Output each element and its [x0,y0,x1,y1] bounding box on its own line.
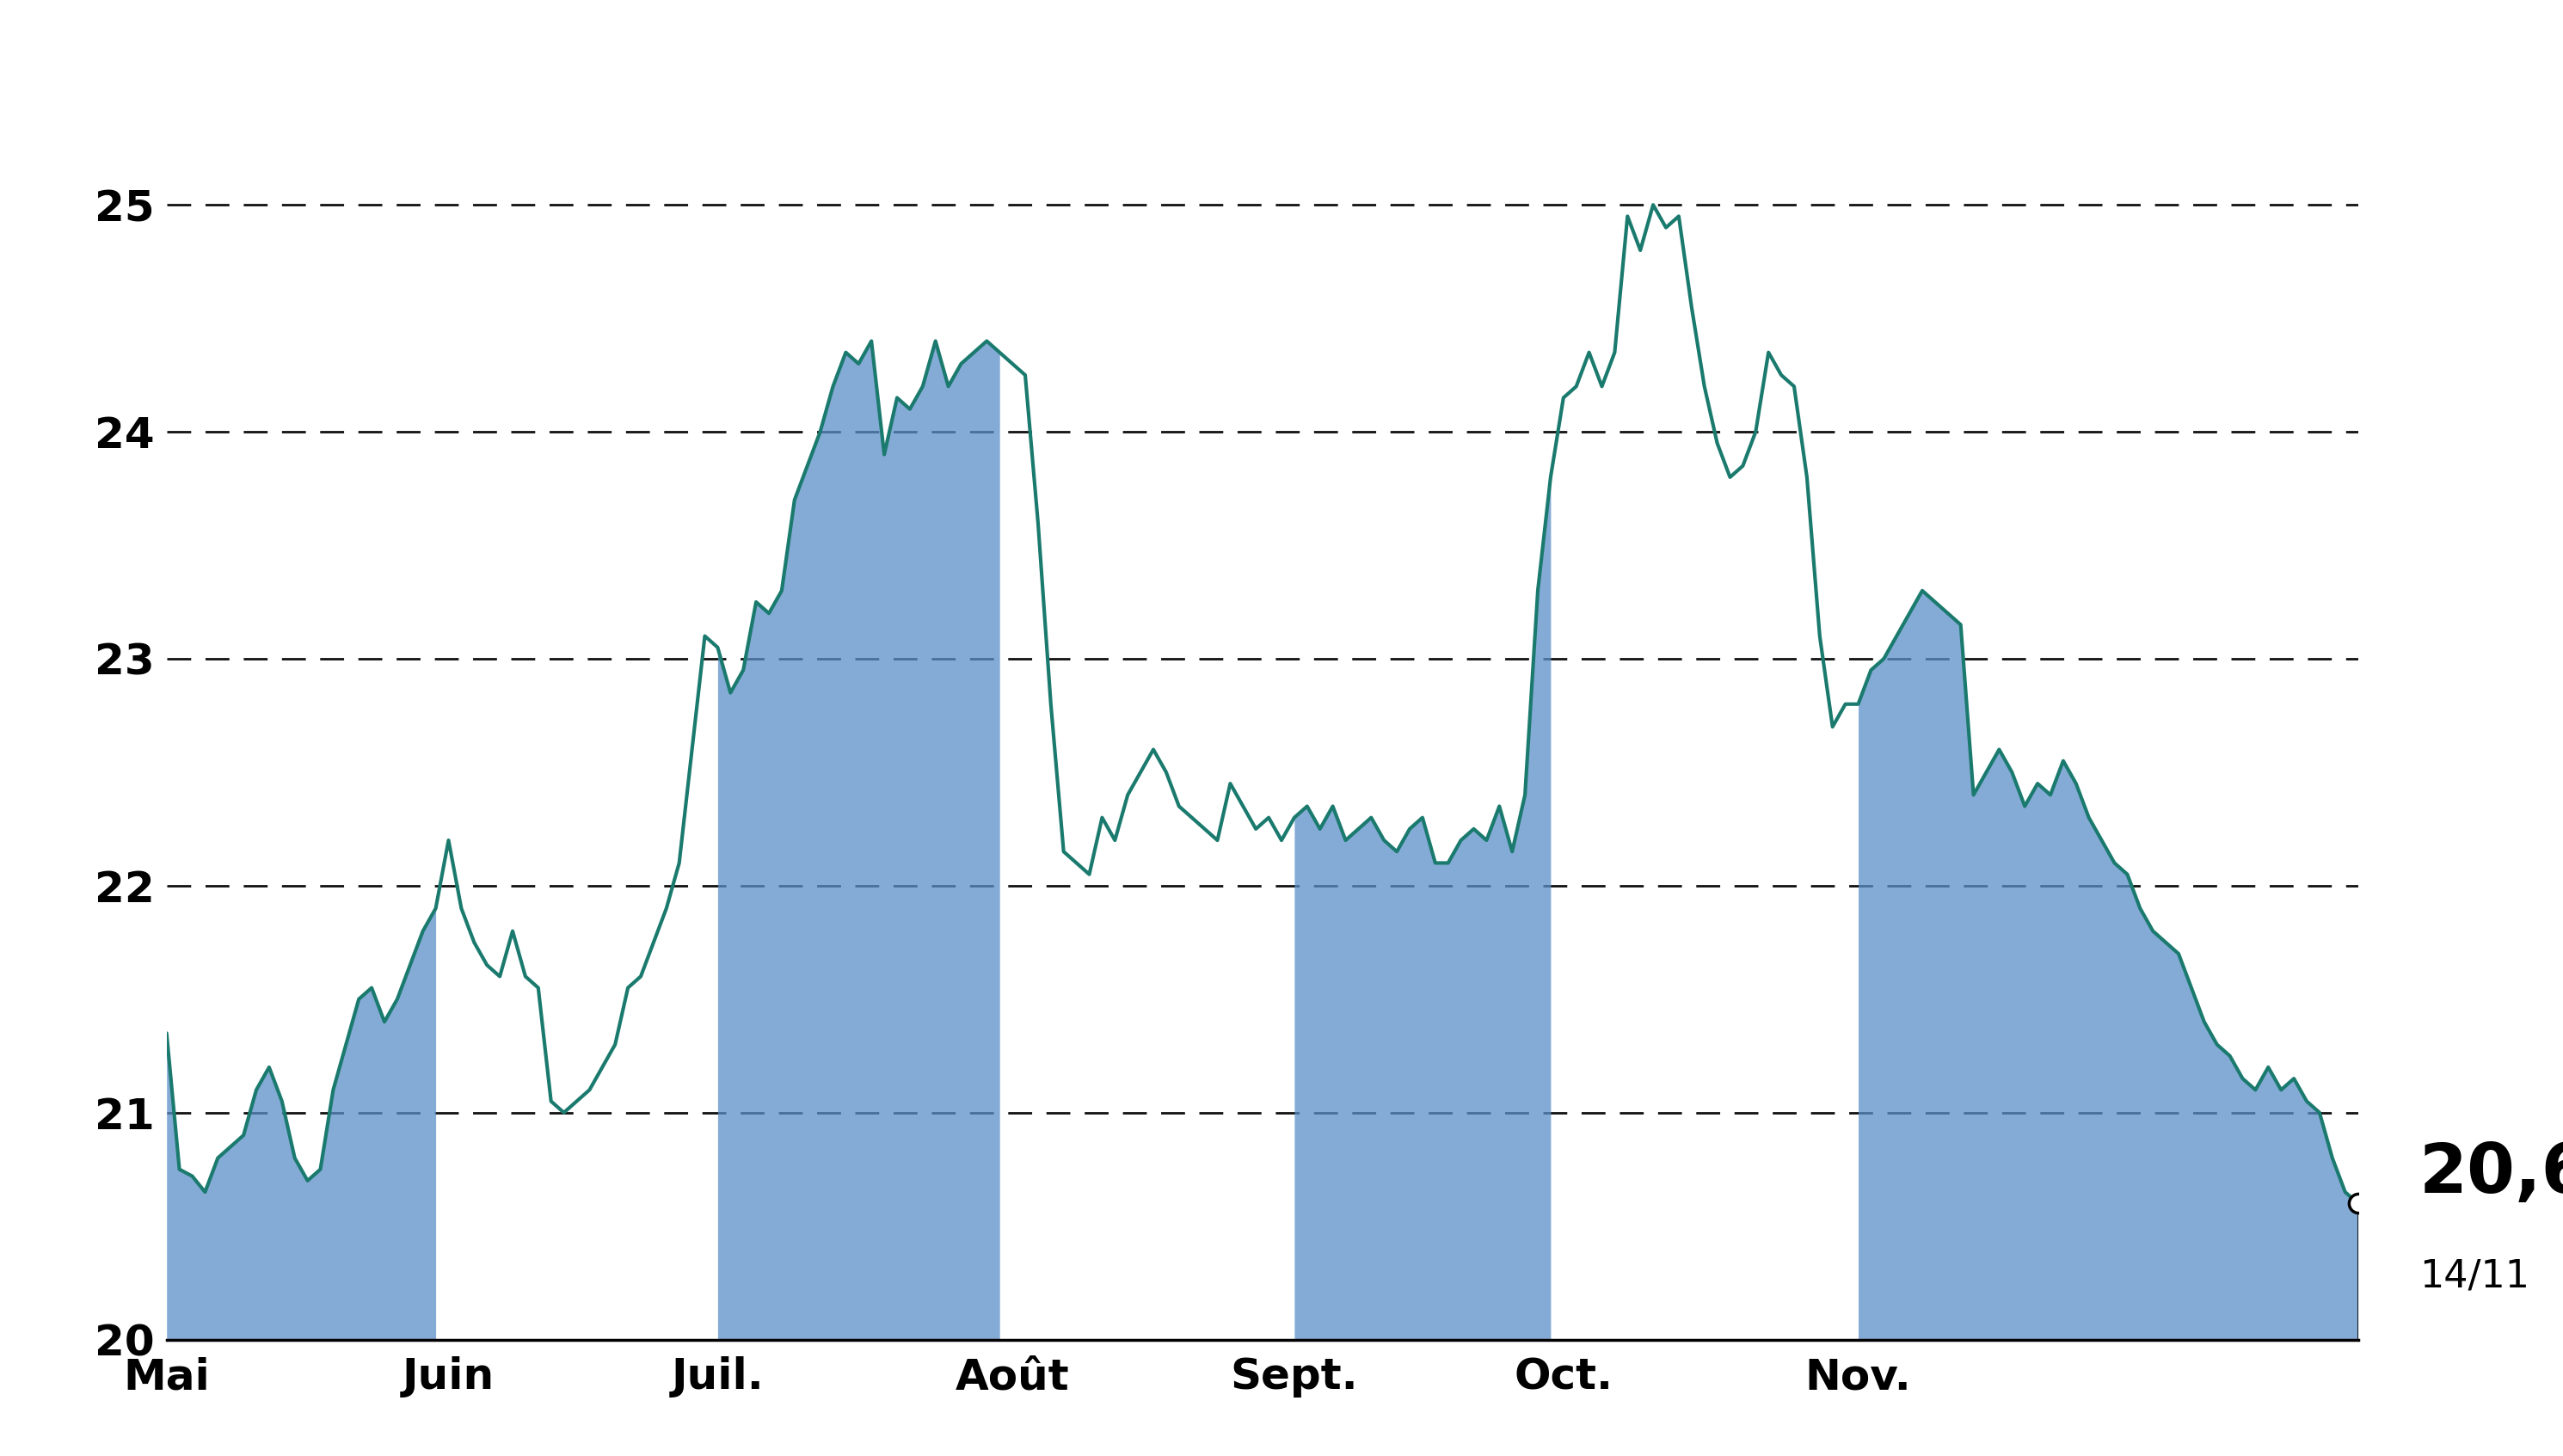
Text: 20,60: 20,60 [2419,1140,2563,1207]
Text: TIKEHAU CAPITAL: TIKEHAU CAPITAL [810,25,1753,116]
Text: 14/11: 14/11 [2419,1258,2530,1294]
